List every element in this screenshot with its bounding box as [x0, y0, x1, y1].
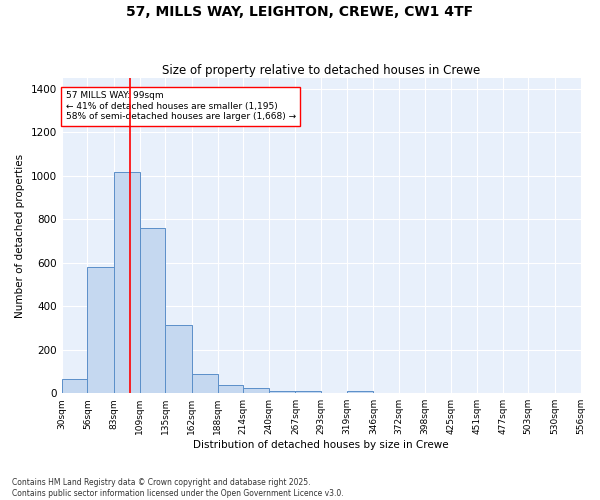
Bar [88, 267, 114, 393]
Bar [165, 325, 192, 393]
Y-axis label: Number of detached properties: Number of detached properties [15, 154, 25, 318]
Bar [269, 390, 295, 393]
Text: Contains HM Land Registry data © Crown copyright and database right 2025.
Contai: Contains HM Land Registry data © Crown c… [12, 478, 344, 498]
Title: Size of property relative to detached houses in Crewe: Size of property relative to detached ho… [162, 64, 480, 77]
Bar [243, 388, 269, 393]
Text: 57 MILLS WAY: 99sqm
← 41% of detached houses are smaller (1,195)
58% of semi-det: 57 MILLS WAY: 99sqm ← 41% of detached ho… [65, 91, 296, 121]
Bar [295, 391, 321, 393]
Bar [114, 172, 140, 393]
Bar [218, 385, 243, 393]
Bar [347, 390, 373, 393]
X-axis label: Distribution of detached houses by size in Crewe: Distribution of detached houses by size … [193, 440, 449, 450]
Bar [140, 228, 165, 393]
Bar [62, 379, 88, 393]
Text: 57, MILLS WAY, LEIGHTON, CREWE, CW1 4TF: 57, MILLS WAY, LEIGHTON, CREWE, CW1 4TF [127, 5, 473, 19]
Bar [192, 374, 218, 393]
